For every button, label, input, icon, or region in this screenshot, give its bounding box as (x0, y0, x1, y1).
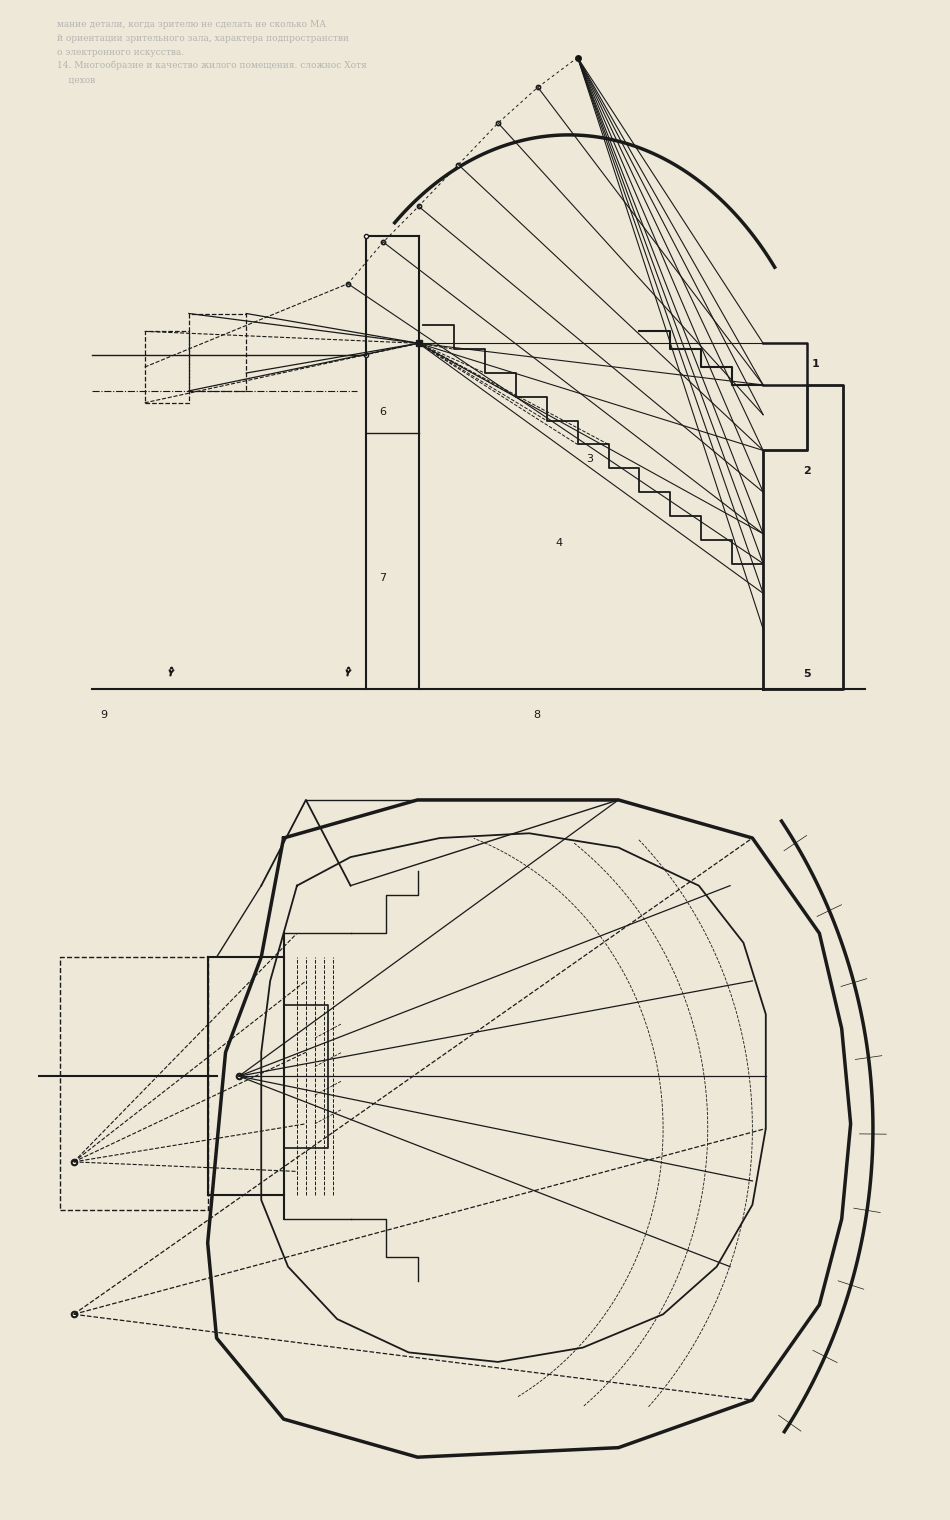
Text: 3: 3 (586, 454, 594, 464)
Text: 14. Многообразие и качество жилого помещения. сложнос Хотя: 14. Многообразие и качество жилого помещ… (57, 61, 367, 70)
Text: цехов: цехов (57, 74, 95, 84)
Text: 1: 1 (811, 359, 820, 369)
Text: 6: 6 (379, 407, 386, 416)
Text: 7: 7 (379, 573, 386, 584)
Text: 8: 8 (534, 710, 541, 720)
Text: 9: 9 (101, 710, 107, 720)
Text: 2: 2 (803, 467, 810, 476)
Text: о электронного искусства.: о электронного искусства. (57, 47, 184, 56)
Text: 5: 5 (803, 669, 810, 678)
Text: мание детали, когда зрителю не сделать не сколько МА: мание детали, когда зрителю не сделать н… (57, 20, 326, 29)
Text: 4: 4 (556, 538, 562, 547)
Text: й ориентации зрительного зала, характера подпространстви: й ориентации зрительного зала, характера… (57, 33, 349, 43)
